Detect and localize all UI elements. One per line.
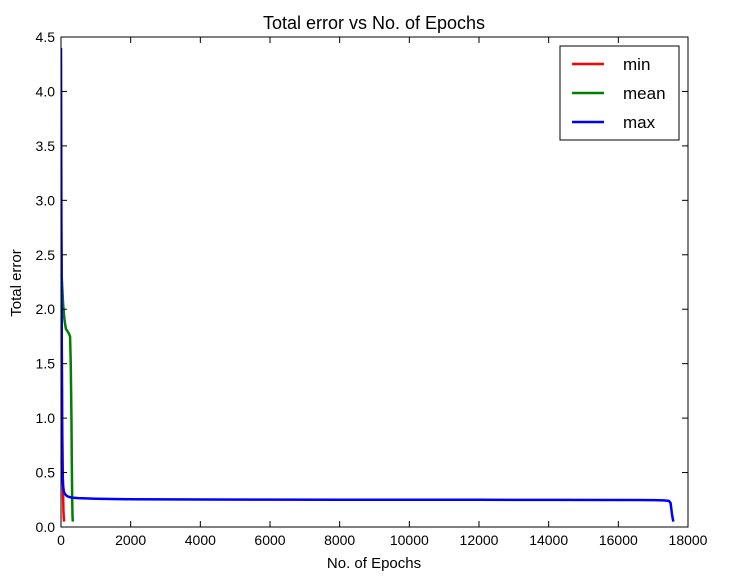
- x-tick-label: 4000: [185, 532, 216, 548]
- x-tick-label: 12000: [460, 532, 499, 548]
- x-tick-label: 0: [57, 532, 65, 548]
- axes-frame: [60, 36, 689, 528]
- y-tick-label: 2.0: [36, 301, 56, 317]
- y-tick-label: 3.5: [36, 138, 56, 154]
- y-tick-label: 0.5: [36, 465, 56, 481]
- legend-label-min: min: [623, 55, 650, 74]
- y-axis-label: Total error: [8, 249, 25, 317]
- y-tick-label: 2.5: [36, 247, 56, 263]
- plot-area: 0 2000 4000 6000 8000 10000 12000 14000 16000 180…: [36, 29, 708, 548]
- x-tick-label: 10000: [390, 532, 429, 548]
- series-line-max: [61, 47, 675, 522]
- x-tick-label: 16000: [599, 532, 638, 548]
- y-tick-label: 3.0: [36, 192, 56, 208]
- chart-title: Total error vs No. of Epochs: [263, 13, 485, 33]
- y-tick-label: 1.0: [36, 410, 56, 426]
- legend: min mean max: [559, 45, 680, 141]
- y-tick-label: 1.5: [36, 356, 56, 372]
- legend-label-max: max: [623, 113, 656, 132]
- y-tick-label: 4.0: [36, 83, 56, 99]
- y-tick-label: 4.5: [36, 29, 56, 45]
- x-tick-label: 2000: [115, 532, 146, 548]
- x-tick-label: 8000: [324, 532, 355, 548]
- x-tick-label: 14000: [529, 532, 568, 548]
- x-tick-label: 18000: [669, 532, 708, 548]
- y-tick-label: 0.0: [36, 519, 56, 535]
- x-tick-label: 6000: [254, 532, 285, 548]
- x-axis-label: No. of Epochs: [327, 555, 421, 572]
- legend-label-mean: mean: [623, 84, 666, 103]
